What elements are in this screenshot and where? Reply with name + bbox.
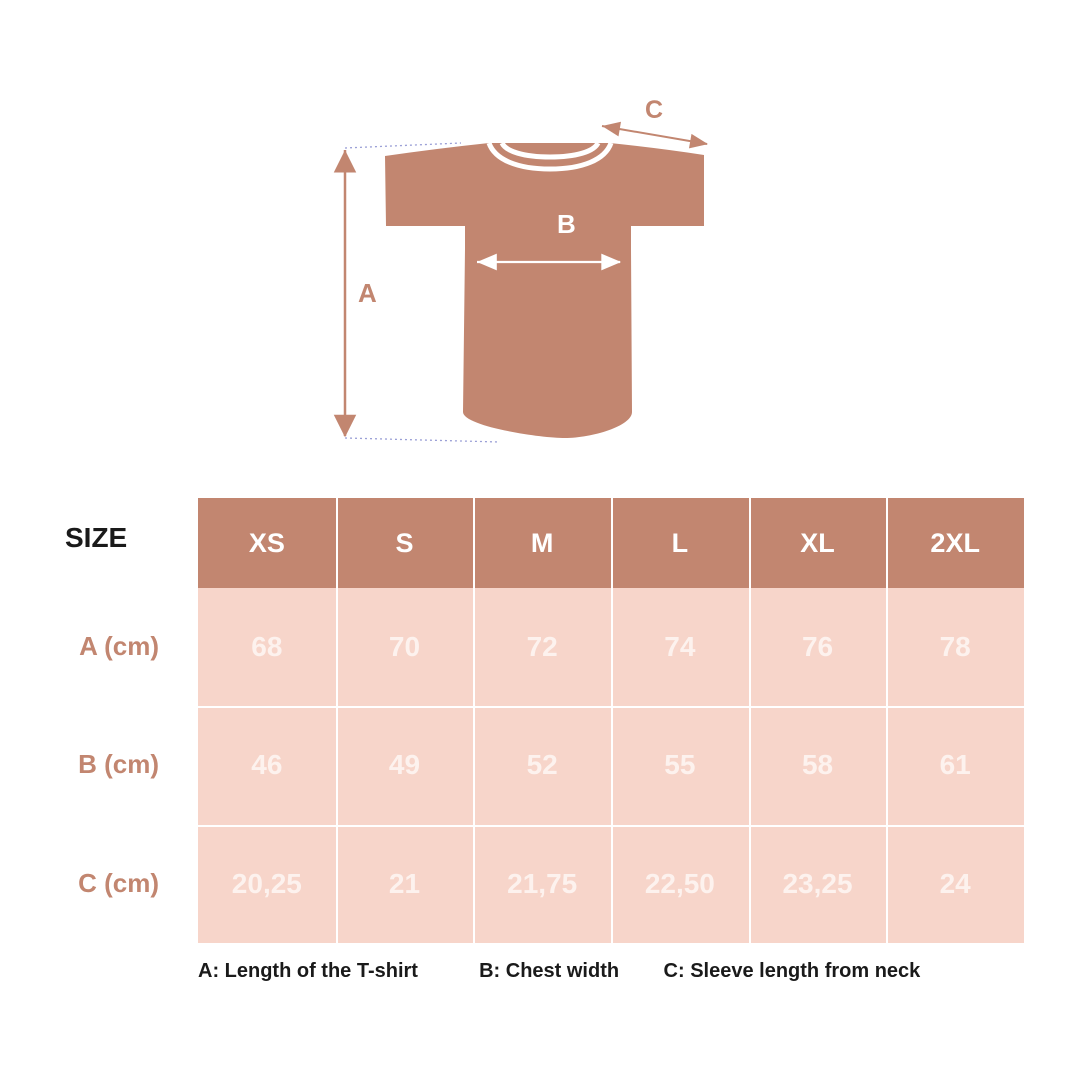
svg-text:A: A bbox=[358, 278, 377, 308]
svg-text:C: C bbox=[645, 96, 663, 124]
svg-text:B: B bbox=[557, 209, 576, 239]
